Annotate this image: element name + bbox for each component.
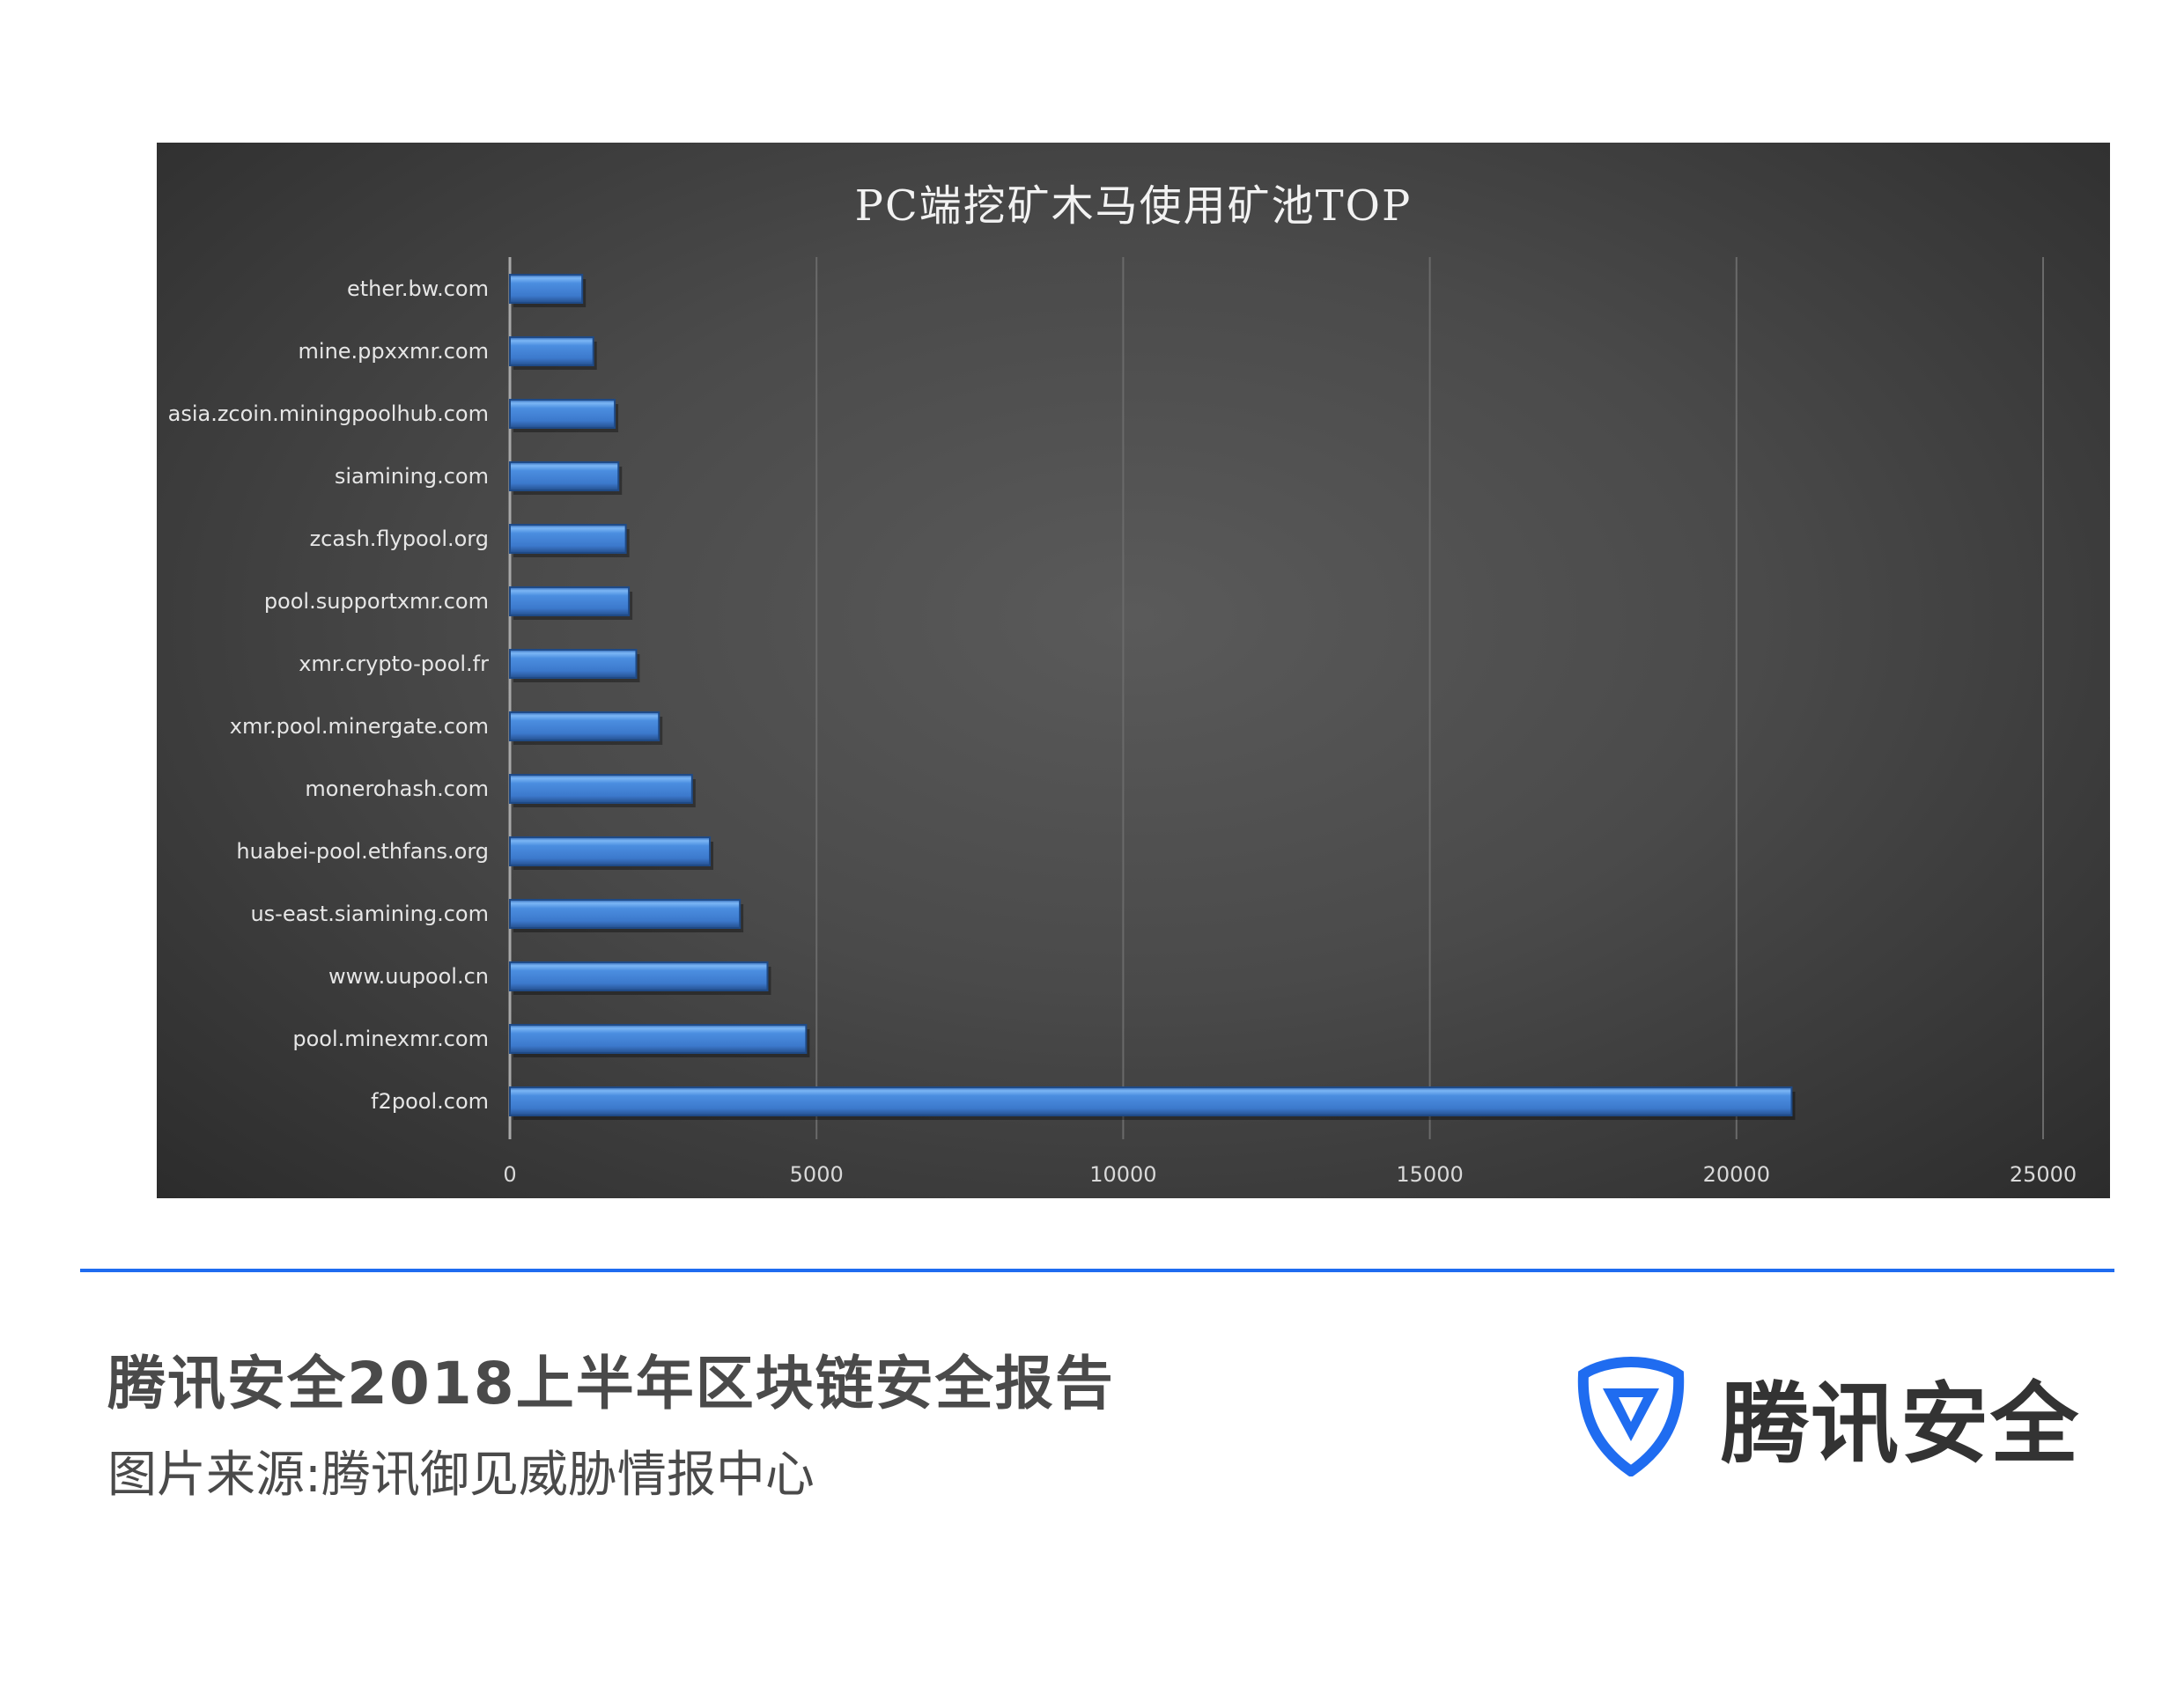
x-tick-label: 25000 — [2010, 1162, 2077, 1187]
chart-title: PC端挖矿木马使用矿池TOP — [854, 181, 1413, 231]
bar — [509, 1024, 808, 1054]
category-label: asia.zcoin.miningpoolhub.com — [168, 401, 489, 426]
bar — [509, 1086, 1793, 1116]
shield-icon — [1577, 1356, 1685, 1476]
category-label: us-east.siamining.com — [250, 902, 489, 926]
category-label: mine.ppxxmr.com — [299, 339, 489, 364]
category-label: www.uupool.cn — [328, 964, 489, 989]
bar — [509, 899, 742, 929]
bar — [509, 711, 660, 741]
category-label: xmr.crypto-pool.fr — [299, 652, 489, 676]
x-tick-label: 15000 — [1396, 1162, 1463, 1187]
bar — [509, 336, 594, 366]
bar — [509, 524, 627, 554]
report-title: 腾讯安全2018上半年区块链安全报告 — [107, 1350, 1115, 1417]
category-label: zcash.flypool.org — [310, 526, 489, 551]
x-tick-label: 20000 — [1703, 1162, 1770, 1187]
category-label: siamining.com — [335, 464, 489, 489]
tencent-security-logo: 腾讯安全 — [1576, 1352, 2080, 1480]
bar — [509, 274, 584, 304]
bar — [509, 774, 693, 804]
category-label: ether.bw.com — [347, 276, 489, 301]
category-label: pool.supportxmr.com — [264, 589, 489, 614]
logo-text: 腾讯安全 — [1721, 1373, 2080, 1476]
bar — [509, 961, 769, 991]
bar — [509, 461, 620, 491]
category-label: monerohash.com — [305, 777, 489, 801]
category-label: xmr.pool.minergate.com — [230, 714, 489, 739]
divider-line — [80, 1269, 2114, 1272]
category-label: f2pool.com — [371, 1089, 489, 1114]
category-label: huabei-pool.ethfans.org — [236, 839, 489, 864]
chart-panel: PC端挖矿木马使用矿池TOP 0 5000 10000 15000 20000 25000… — [157, 143, 2110, 1198]
image-source: 图片来源:腾讯御见威胁情报中心 — [107, 1447, 815, 1504]
x-tick-label: 10000 — [1089, 1162, 1156, 1187]
x-tick-label: 5000 — [790, 1162, 844, 1187]
bar — [509, 836, 712, 866]
bar — [509, 586, 631, 616]
x-tick-label: 0 — [503, 1162, 516, 1187]
category-label: pool.minexmr.com — [292, 1027, 489, 1051]
bar — [509, 399, 616, 429]
bar — [509, 649, 638, 679]
bar-chart: 0 5000 10000 15000 20000 25000 ether.bw.com min… — [168, 257, 2077, 1187]
